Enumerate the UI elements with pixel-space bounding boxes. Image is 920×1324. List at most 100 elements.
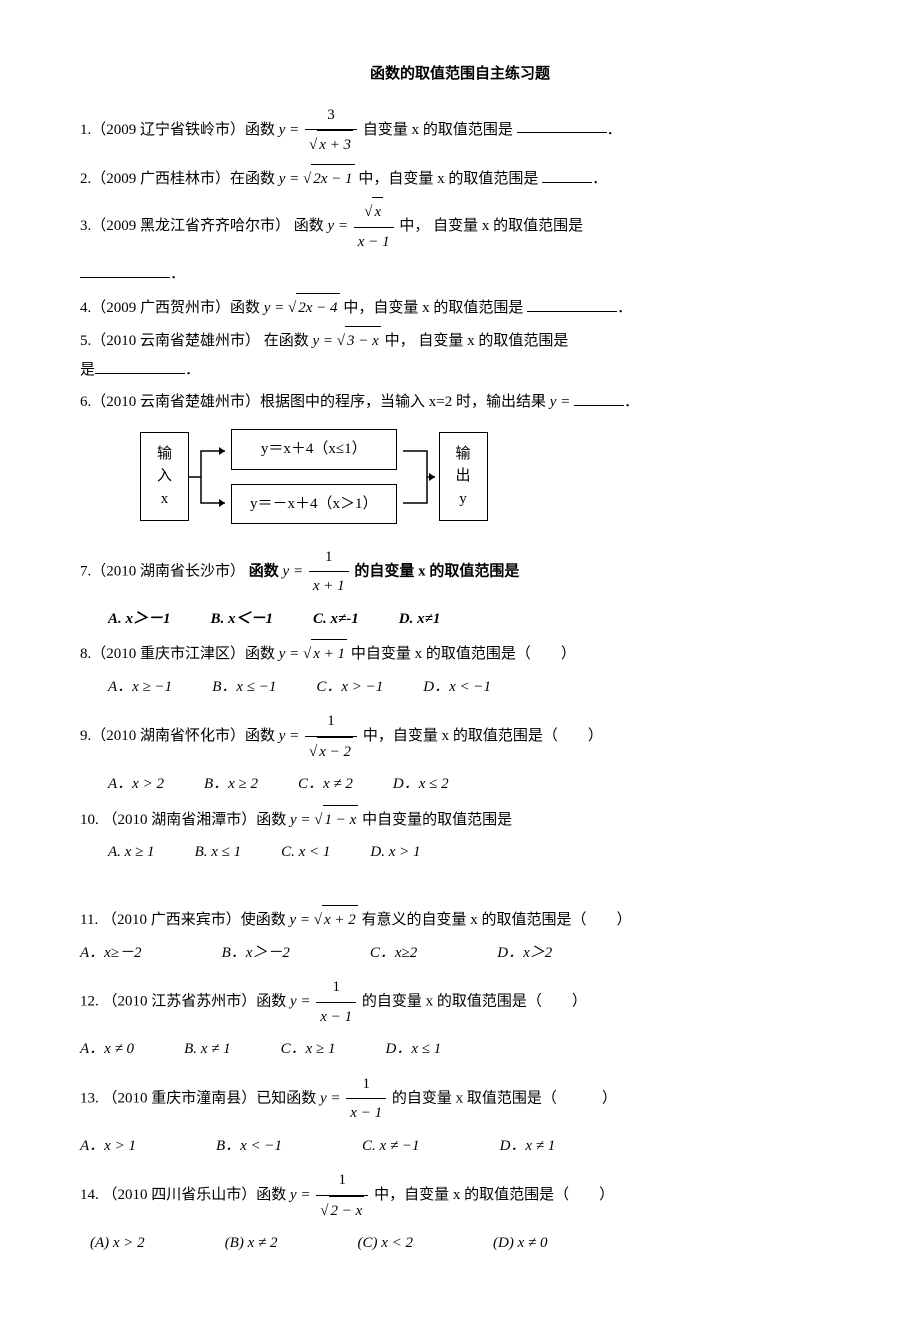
- q9-options: A．x > 2 B．x ≥ 2 C．x ≠ 2 D．x ≤ 2: [108, 770, 840, 799]
- question-8: 8.（2010 重庆市江津区）函数 y = √x + 1 中自变量 x 的取值范…: [80, 639, 840, 669]
- q11-options: A．x≥－2 B．x＞－2 C．x≥2 D．x＞2: [80, 939, 840, 968]
- q5-blank[interactable]: [95, 358, 185, 374]
- question-6: 6.（2010 云南省楚雄州市）根据图中的程序，当输入 x=2 时，输出结果 y…: [80, 388, 840, 417]
- q2-rad: 2x − 1: [311, 164, 354, 194]
- q13-y: y =: [320, 1090, 341, 1106]
- q7-fraction: 1 x + 1: [309, 543, 349, 601]
- q3-blank[interactable]: [80, 262, 170, 278]
- q9-prefix: 9.（2010 湖南省怀化市）函数: [80, 728, 279, 744]
- question-12: 12. （2010 江苏省苏州市）函数 y = 1 x − 1 的自变量 x 的…: [80, 973, 840, 1031]
- q9-opt-c[interactable]: C．x ≠ 2: [298, 770, 353, 799]
- q14-opt-d[interactable]: (D) x ≠ 0: [493, 1229, 547, 1258]
- q4-blank[interactable]: [527, 296, 617, 312]
- q9-opt-b[interactable]: B．x ≥ 2: [204, 770, 258, 799]
- question-5: 5.（2010 云南省楚雄州市） 在函数 y = √3 − x 中， 自变量 x…: [80, 326, 840, 384]
- q12-y: y =: [290, 993, 311, 1009]
- flow-arrow-left-icon: [189, 427, 231, 527]
- q12-prefix: 12. （2010 江苏省苏州市）函数: [80, 993, 290, 1009]
- q2-sqrt: √2x − 1: [303, 171, 355, 187]
- page-title: 函数的取值范围自主练习题: [80, 60, 840, 89]
- q8-sqrt: √x + 1: [303, 646, 347, 662]
- q8-opt-a[interactable]: A．x ≥ −1: [108, 673, 172, 702]
- question-2: 2.（2009 广西桂林市）在函数 y = √2x − 1 中，自变量 x 的取…: [80, 164, 840, 194]
- q12-opt-a[interactable]: A．x ≠ 0: [80, 1035, 134, 1064]
- q13-num: 1: [346, 1070, 386, 1100]
- q7-opt-b[interactable]: B. x＜－1: [211, 605, 274, 634]
- question-7: 7.（2010 湖南省长沙市） 函数 y = 1 x + 1 的自变量 x 的取…: [80, 543, 840, 601]
- q13-opt-d[interactable]: D．x ≠ 1: [500, 1132, 556, 1161]
- q7-options: A. x＞－1 B. x＜－1 C. x≠-1 D. x≠1: [108, 605, 840, 634]
- q5-prefix: 5.（2010 云南省楚雄州市） 在函数: [80, 333, 313, 349]
- flowchart-output-box: 输 出 y: [439, 432, 488, 522]
- q10-opt-d[interactable]: D. x > 1: [370, 838, 420, 867]
- q6-text: 6.（2010 云南省楚雄州市）根据图中的程序，当输入 x=2 时，输出结果: [80, 394, 550, 410]
- q1-den-rad: x + 3: [317, 130, 353, 160]
- q7-prefix: 7.（2010 湖南省长沙市）: [80, 563, 245, 579]
- q8-prefix: 8.（2010 重庆市江津区）函数: [80, 646, 279, 662]
- question-11: 11. （2010 广西来宾市）使函数 y = √x + 2 有意义的自变量 x…: [80, 905, 840, 935]
- q11-opt-b[interactable]: B．x＞－2: [222, 939, 290, 968]
- q6-var: y =: [550, 394, 574, 410]
- q5-rad: 3 − x: [345, 326, 381, 356]
- q12-opt-d[interactable]: D．x ≤ 1: [386, 1035, 442, 1064]
- q10-opt-b[interactable]: B. x ≤ 1: [195, 838, 242, 867]
- q10-fn: y =: [290, 812, 314, 828]
- q8-suffix: 中自变量 x 的取值范围是（ ）: [351, 646, 576, 662]
- q12-options: A．x ≠ 0 B. x ≠ 1 C．x ≥ 1 D．x ≤ 1: [80, 1035, 840, 1064]
- q10-options: A. x ≥ 1 B. x ≤ 1 C. x < 1 D. x > 1: [108, 838, 840, 867]
- q8-opt-c[interactable]: C．x > −1: [316, 673, 383, 702]
- q12-opt-b[interactable]: B. x ≠ 1: [184, 1035, 231, 1064]
- flow-conn-right: [397, 427, 439, 527]
- q14-opt-b[interactable]: (B) x ≠ 2: [225, 1229, 278, 1258]
- q11-opt-d[interactable]: D．x＞2: [497, 939, 552, 968]
- q2-blank[interactable]: [542, 167, 592, 183]
- q2-suffix: 中，自变量 x 的取值范围是: [358, 171, 538, 187]
- q11-opt-a[interactable]: A．x≥－2: [80, 939, 142, 968]
- q10-sqrt: √1 − x: [314, 812, 358, 828]
- q10-opt-c[interactable]: C. x < 1: [281, 838, 330, 867]
- q9-suffix: 中，自变量 x 的取值范围是（ ）: [363, 728, 603, 744]
- q1-suffix: 自变量 x 的取值范围是: [363, 121, 513, 137]
- question-9: 9.（2010 湖南省怀化市）函数 y = 1 √x − 2 中，自变量 x 的…: [80, 707, 840, 766]
- q9-opt-d[interactable]: D．x ≤ 2: [393, 770, 449, 799]
- q14-opt-a[interactable]: (A) x > 2: [90, 1229, 145, 1258]
- q1-blank[interactable]: [517, 117, 607, 133]
- q7-opt-c[interactable]: C. x≠-1: [313, 605, 359, 634]
- q12-opt-c[interactable]: C．x ≥ 1: [281, 1035, 336, 1064]
- q7-opt-d[interactable]: D. x≠1: [399, 605, 441, 634]
- q14-y: y =: [290, 1187, 311, 1203]
- q13-opt-b[interactable]: B．x < −1: [216, 1132, 282, 1161]
- q8-fn: y =: [279, 646, 303, 662]
- q12-den: x − 1: [316, 1003, 356, 1032]
- q14-num: 1: [316, 1166, 368, 1196]
- q13-opt-c[interactable]: C. x ≠ −1: [362, 1132, 420, 1161]
- question-14: 14. （2010 四川省乐山市）函数 y = 1 √2 − x 中，自变量 x…: [80, 1166, 840, 1225]
- q11-rad: x + 2: [322, 905, 358, 935]
- q6-blank[interactable]: [574, 390, 624, 406]
- q10-opt-a[interactable]: A. x ≥ 1: [108, 838, 155, 867]
- q11-sqrt: √x + 2: [314, 912, 358, 928]
- q8-opt-d[interactable]: D．x < −1: [423, 673, 491, 702]
- q13-den: x − 1: [346, 1099, 386, 1128]
- q7-bold-a: 函数: [249, 563, 283, 579]
- q8-opt-b[interactable]: B．x ≤ −1: [212, 673, 276, 702]
- q11-opt-c[interactable]: C．x≥2: [370, 939, 417, 968]
- q2-prefix: 2.（2009 广西桂林市）在函数: [80, 171, 279, 187]
- question-10: 10. （2010 湖南省湘潭市）函数 y = √1 − x 中自变量的取值范围…: [80, 805, 840, 835]
- q7-opt-a[interactable]: A. x＞－1: [108, 605, 171, 634]
- q13-opt-a[interactable]: A．x > 1: [80, 1132, 136, 1161]
- q3-prefix: 3.（2009 黑龙江省齐齐哈尔市） 函数: [80, 218, 328, 234]
- flowchart: 输 入 x y＝x＋4（x≤1） y＝－x＋4（x＞1） 输 出 y: [140, 427, 840, 527]
- q12-fraction: 1 x − 1: [316, 973, 356, 1031]
- q4-prefix: 4.（2009 广西贺州市）函数: [80, 300, 264, 316]
- q9-opt-a[interactable]: A．x > 2: [108, 770, 164, 799]
- q5-fn: y =: [313, 333, 337, 349]
- q14-opt-c[interactable]: (C) x < 2: [357, 1229, 413, 1258]
- flow-arrow-right-icon: [397, 427, 439, 527]
- q9-fraction: 1 √x − 2: [305, 707, 357, 766]
- question-3-blank-line: ．: [80, 260, 840, 289]
- q13-fraction: 1 x − 1: [346, 1070, 386, 1128]
- q14-prefix: 14. （2010 四川省乐山市）函数: [80, 1187, 290, 1203]
- q11-suffix: 有意义的自变量 x 的取值范围是（ ）: [362, 912, 632, 928]
- q11-fn: y =: [289, 912, 313, 928]
